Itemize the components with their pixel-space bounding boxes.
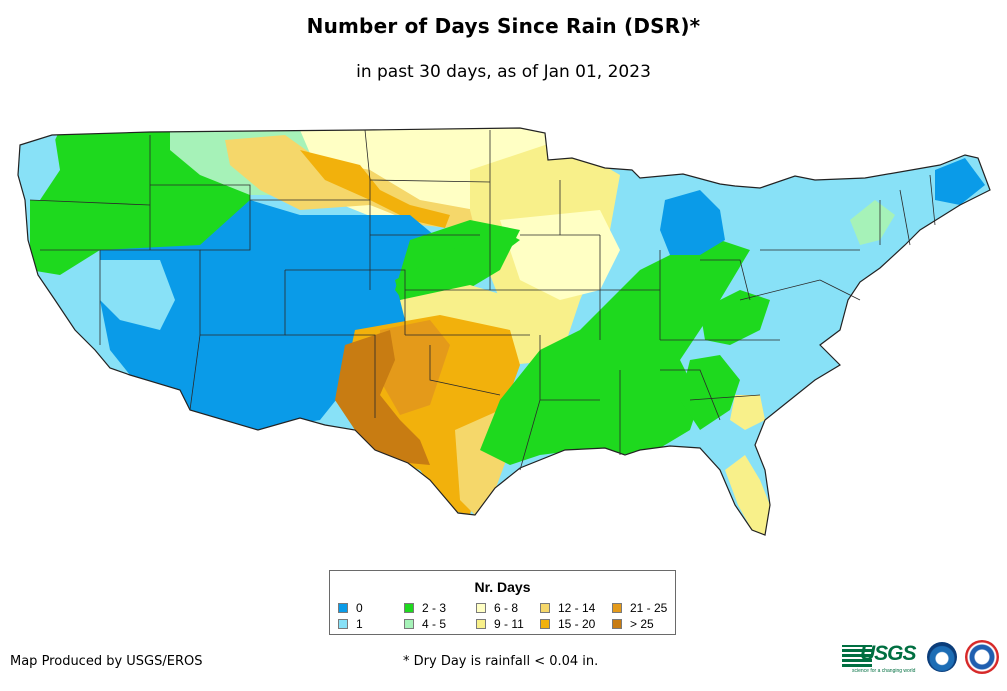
legend-swatch	[404, 603, 414, 613]
zone-ohio-valley-2-3	[700, 290, 770, 345]
us-dsr-map	[17, 127, 991, 536]
map-subtitle: in past 30 days, as of Jan 01, 2023	[356, 62, 651, 82]
legend-label: 0	[356, 601, 363, 615]
usgs-tagline: science for a changing world	[852, 668, 916, 674]
legend-swatch	[338, 619, 348, 629]
legend-label: 4 - 5	[422, 617, 447, 631]
state-boundaries	[29, 129, 936, 471]
legend-label: 6 - 8	[494, 601, 519, 615]
zone-washington-coast-1	[18, 138, 60, 200]
legend-label: 9 - 11	[494, 617, 524, 631]
legend-swatch	[476, 619, 486, 629]
zone-mid-south-2-3	[480, 240, 750, 465]
nws-icon	[965, 640, 999, 674]
noaa-icon	[927, 642, 957, 672]
conus-outline	[17, 127, 991, 536]
legend-swatch	[476, 603, 486, 613]
zone-kansas-2-3	[395, 230, 520, 300]
zone-nevada-1	[95, 260, 175, 330]
legend-label: 2 - 3	[422, 601, 447, 615]
map-legend: Nr. Days 0 1 2 - 3 4 - 5 6 - 8 9 - 11 12 - 14 1…	[329, 570, 676, 635]
usgs-logo-icon	[842, 645, 872, 667]
zone-georgia-2-3	[680, 355, 740, 430]
dry-day-footnote: * Dry Day is rainfall < 0.04 in.	[403, 654, 599, 669]
zone-maine-0	[935, 158, 985, 205]
zone-carolinas-9-11	[730, 395, 765, 430]
zone-florida-9-11	[725, 455, 770, 535]
usgs-logo-text: USGS	[860, 642, 917, 665]
agency-logos: USGS science for a changing world	[842, 637, 1007, 691]
zone-west-texas-gt-25	[335, 330, 430, 465]
legend-swatch	[612, 619, 622, 629]
legend-swatch	[404, 619, 414, 629]
legend-swatch	[540, 619, 550, 629]
legend-label: 12 - 14	[558, 601, 596, 615]
legend-label: 1	[356, 617, 363, 631]
legend-title: Nr. Days	[474, 579, 531, 595]
zone-montana-15-20	[300, 150, 450, 228]
legend-label: 15 - 20	[558, 617, 596, 631]
legend-swatch	[338, 603, 348, 613]
legend-swatch	[540, 603, 550, 613]
legend-label: 21 - 25	[630, 601, 668, 615]
zone-michigan-0	[660, 190, 725, 255]
zone-interior-west-0	[100, 200, 440, 430]
zone-iowa-6-8	[500, 210, 620, 300]
zone-texas-21-25	[380, 320, 450, 415]
legend-label: > 25	[630, 617, 654, 631]
map-credit: Map Produced by USGS/EROS	[10, 654, 203, 669]
legend-swatch	[612, 603, 622, 613]
map-title: Number of Days Since Rain (DSR)*	[306, 14, 701, 38]
zone-northeast-pale	[850, 200, 895, 245]
